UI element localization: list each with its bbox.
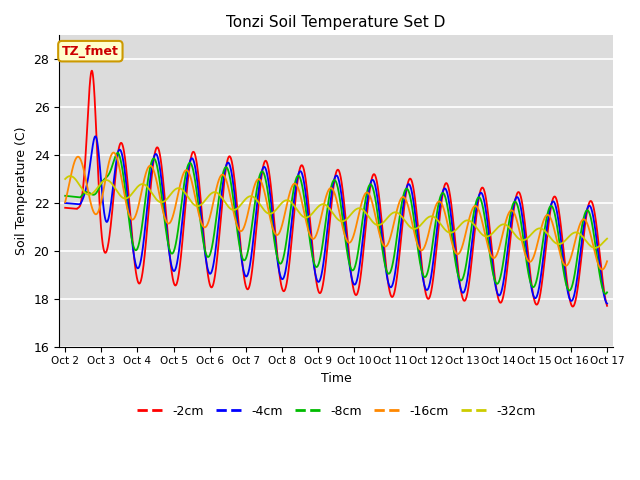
Line: -8cm: -8cm [65, 153, 607, 294]
-16cm [580, 216, 588, 222]
-4cm [92, 133, 99, 139]
-8cm [473, 198, 481, 204]
-8cm [604, 289, 611, 295]
-4cm [604, 300, 611, 306]
-4cm [61, 200, 69, 206]
-8cm [246, 240, 253, 246]
-32cm [318, 202, 326, 207]
-2cm [61, 205, 69, 211]
Title: Tonzi Soil Temperature Set D: Tonzi Soil Temperature Set D [227, 15, 446, 30]
-2cm [569, 304, 577, 310]
Text: TZ_fmet: TZ_fmet [62, 45, 119, 58]
-2cm [604, 303, 611, 309]
-16cm [574, 228, 582, 234]
-2cm [458, 290, 465, 296]
-2cm [574, 285, 582, 291]
-16cm [109, 150, 117, 156]
-4cm [458, 288, 465, 294]
-8cm [61, 193, 69, 199]
Line: -2cm: -2cm [65, 71, 607, 307]
-4cm [580, 220, 588, 226]
X-axis label: Time: Time [321, 372, 351, 385]
-32cm [458, 221, 465, 227]
Line: -4cm: -4cm [65, 136, 607, 303]
-32cm [473, 225, 481, 231]
-4cm [318, 271, 326, 276]
-32cm [574, 230, 582, 236]
-32cm [246, 193, 253, 199]
-16cm [598, 267, 606, 273]
-8cm [602, 291, 609, 297]
-32cm [580, 236, 588, 241]
-16cm [61, 199, 69, 205]
-2cm [88, 68, 95, 73]
-2cm [580, 227, 588, 233]
-4cm [246, 265, 253, 271]
-16cm [318, 212, 326, 217]
-8cm [574, 252, 582, 258]
-16cm [473, 204, 481, 209]
Line: -32cm: -32cm [65, 176, 607, 248]
Y-axis label: Soil Temperature (C): Soil Temperature (C) [15, 127, 28, 255]
-32cm [591, 245, 599, 251]
-8cm [114, 150, 122, 156]
-8cm [318, 247, 326, 253]
-4cm [574, 272, 582, 278]
Legend: -2cm, -4cm, -8cm, -16cm, -32cm: -2cm, -4cm, -8cm, -16cm, -32cm [132, 400, 540, 423]
-32cm [604, 236, 611, 241]
-16cm [246, 204, 253, 210]
-16cm [604, 258, 611, 264]
-32cm [61, 176, 69, 182]
-2cm [318, 287, 326, 293]
Line: -16cm: -16cm [65, 153, 607, 270]
-4cm [473, 204, 481, 209]
-2cm [246, 284, 253, 289]
-8cm [580, 213, 588, 218]
-8cm [458, 277, 465, 283]
-2cm [473, 211, 481, 216]
-16cm [458, 246, 465, 252]
-32cm [67, 173, 74, 179]
